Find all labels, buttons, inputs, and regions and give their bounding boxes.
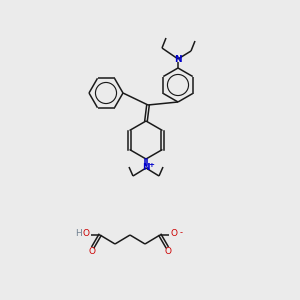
- Text: +: +: [148, 162, 154, 168]
- Text: O: O: [82, 230, 89, 238]
- Text: O: O: [164, 248, 172, 256]
- Text: N: N: [174, 55, 182, 64]
- Text: -: -: [179, 229, 182, 238]
- Text: O: O: [88, 248, 95, 256]
- Text: O: O: [170, 230, 178, 238]
- Text: H: H: [76, 230, 82, 238]
- Text: N: N: [142, 164, 150, 172]
